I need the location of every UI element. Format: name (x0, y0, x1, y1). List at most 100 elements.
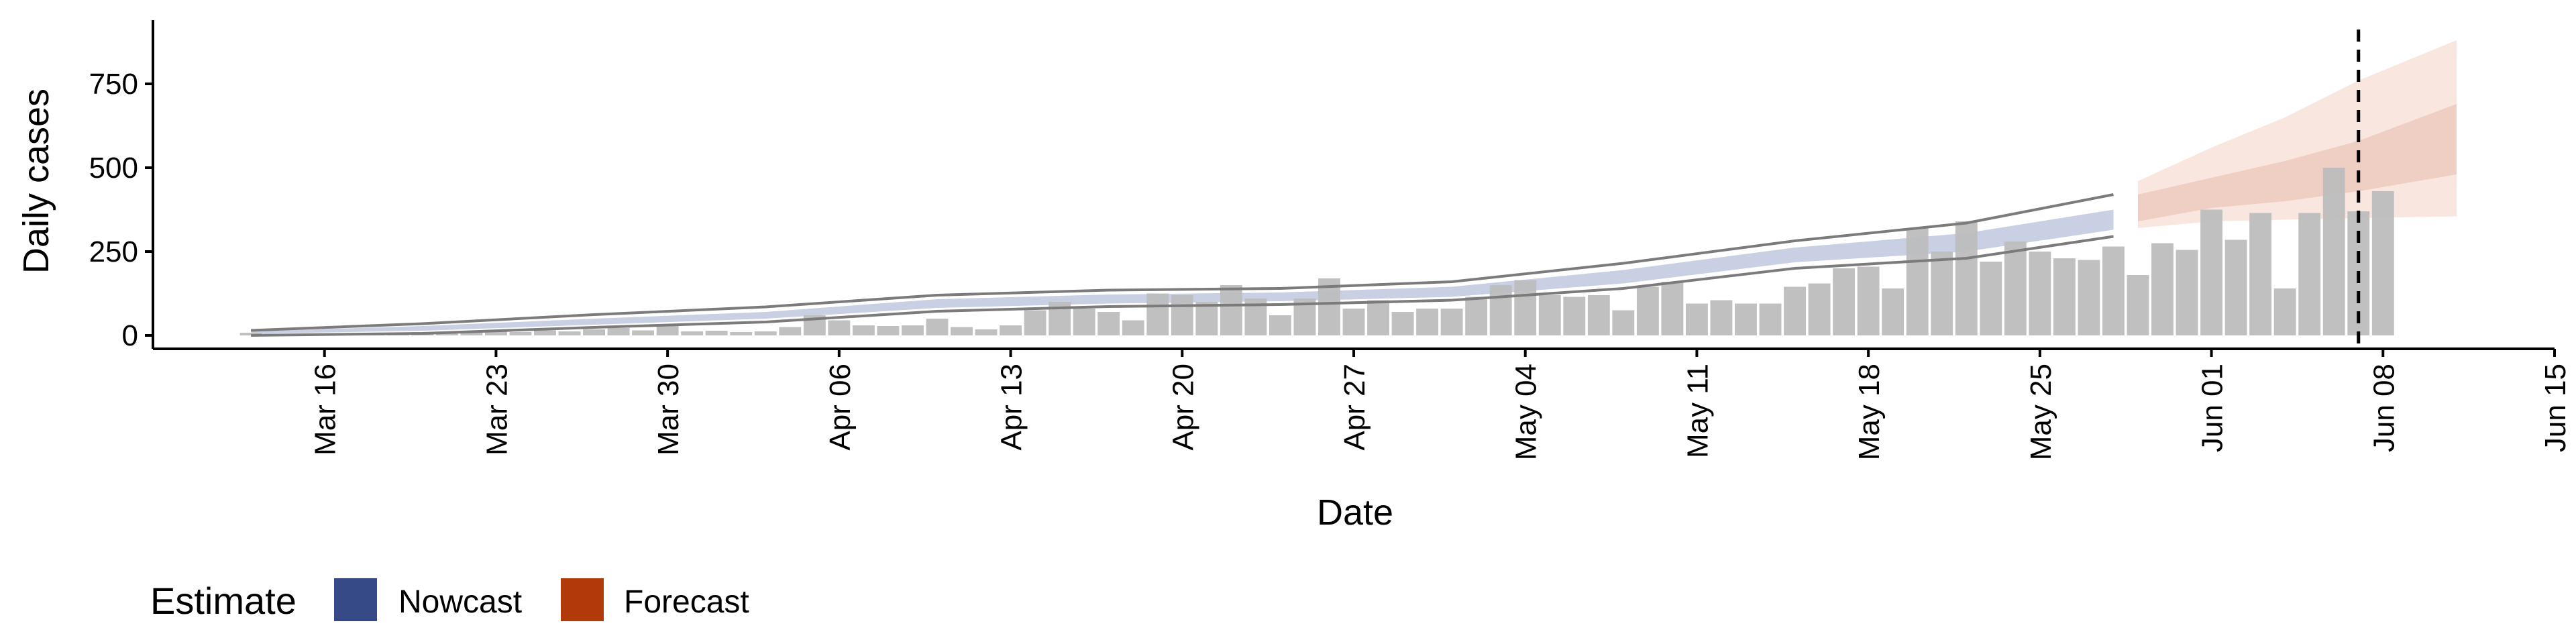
bar (681, 331, 704, 335)
observed-bars (239, 168, 2394, 335)
x-tick-label: Mar 30 (652, 364, 685, 455)
bar (1710, 300, 1733, 335)
band-upper-line (251, 193, 2114, 332)
bar (852, 325, 875, 335)
bar (828, 320, 851, 335)
forecast-bands (2137, 40, 2457, 228)
bar (1367, 300, 1389, 335)
bar (460, 332, 483, 335)
x-ticks: Mar 16 Mar 23 Mar 30 Apr 06 Apr 13 Apr 20 Apr … (309, 349, 2572, 460)
x-tick-label: Jun 08 (2367, 364, 2400, 452)
bar (1955, 221, 1978, 335)
bar (1612, 310, 1635, 335)
bar (1146, 293, 1169, 335)
bar (1342, 309, 1365, 335)
bar (1073, 309, 1095, 335)
bar (2151, 243, 2174, 335)
bar (1538, 295, 1561, 335)
bar (558, 331, 581, 335)
bar (534, 330, 556, 335)
x-tick-label: Apr 27 (1338, 364, 1371, 451)
y-tick-label: 500 (89, 152, 138, 184)
bar (1906, 228, 1929, 335)
y-ticks: 0 250 500 750 (89, 68, 153, 352)
x-tick-label: May 25 (2025, 364, 2057, 460)
bar (2004, 241, 2027, 335)
plot-area (239, 30, 2457, 349)
bar (1514, 280, 1537, 335)
legend: Estimate Nowcast Forecast (150, 578, 749, 622)
bar (2176, 250, 2198, 335)
bar (2127, 275, 2149, 335)
band-lower-line (251, 235, 2114, 337)
bar (1735, 303, 1757, 335)
bar (1980, 262, 2002, 335)
bar (2102, 246, 2125, 335)
bar (1000, 325, 1022, 335)
band-outlines (251, 193, 2114, 337)
bar (1808, 283, 1831, 335)
bar (1685, 303, 1708, 335)
x-tick-label: Apr 20 (1167, 364, 1199, 451)
y-tick-label: 0 (122, 319, 138, 352)
bar (509, 332, 532, 335)
bar (632, 330, 655, 335)
legend-label-forecast: Forecast (624, 584, 749, 620)
bar (1024, 310, 1046, 335)
legend-title: Estimate (150, 580, 297, 622)
bar (1563, 297, 1586, 335)
x-tick-label: Jun 15 (2539, 364, 2572, 452)
bar (583, 329, 605, 335)
bar (926, 319, 949, 335)
x-tick-label: Apr 06 (824, 364, 857, 451)
bar (902, 325, 924, 335)
x-tick-label: May 11 (1681, 364, 1714, 458)
legend-swatch-nowcast (334, 578, 377, 621)
bar (1171, 295, 1193, 335)
bar (1416, 309, 1439, 335)
bar (607, 328, 630, 335)
bar (435, 333, 458, 335)
bar (1833, 268, 1856, 335)
bar (1465, 297, 1488, 335)
bar (2078, 260, 2100, 335)
bar (2298, 213, 2321, 335)
bar (484, 331, 507, 335)
bar (1759, 303, 1782, 335)
axes: 0 250 500 750 Mar 16 Mar 23 Mar 30 Apr 06 Apr 1… (89, 20, 2572, 460)
bar (1784, 286, 1806, 335)
bar (1097, 312, 1120, 335)
y-tick-label: 750 (89, 68, 138, 101)
bar (1220, 285, 1242, 335)
forecast-band-50 (2137, 104, 2457, 221)
x-tick-label: Mar 16 (309, 364, 342, 455)
bar (1636, 286, 1659, 335)
bar (705, 331, 728, 335)
x-axis-title: Date (1317, 492, 1393, 533)
bar (2200, 209, 2223, 335)
bar (1269, 315, 1291, 335)
bar (1122, 320, 1144, 335)
bar (1857, 266, 1880, 335)
bar (2224, 239, 2247, 335)
legend-label-nowcast: Nowcast (398, 584, 522, 620)
bar (2249, 213, 2272, 335)
bar (1489, 285, 1512, 335)
bar (1195, 302, 1218, 335)
legend-swatch-forecast (561, 578, 604, 621)
x-tick-label: Jun 01 (2196, 364, 2229, 452)
bar (779, 327, 802, 335)
x-tick-label: May 04 (1510, 364, 1543, 460)
x-tick-label: Mar 23 (480, 364, 513, 455)
bar (656, 326, 679, 335)
bar (1391, 312, 1414, 335)
bar (730, 332, 753, 335)
bar (754, 331, 777, 335)
x-tick-label: May 18 (1853, 364, 1886, 460)
bar (2053, 258, 2076, 335)
bar (1587, 295, 1610, 335)
bar (2273, 288, 2296, 335)
bar (877, 326, 900, 335)
bar (951, 327, 973, 335)
